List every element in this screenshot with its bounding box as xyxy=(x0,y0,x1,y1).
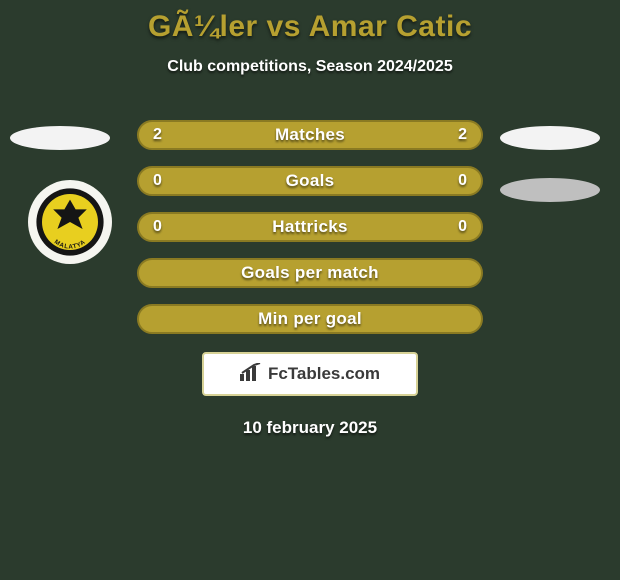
stat-right-value: 0 xyxy=(458,214,467,240)
stat-label: Matches xyxy=(275,125,345,145)
stat-row-goals: 0 Goals 0 xyxy=(137,166,483,196)
watermark-text: FcTables.com xyxy=(268,364,380,384)
player-right-placeholder-icon xyxy=(500,126,600,150)
stat-label: Goals per match xyxy=(241,263,379,283)
stat-row-min-per-goal: Min per goal xyxy=(137,304,483,334)
club-crest-icon: MALATYA xyxy=(35,187,105,257)
club-badge-left: MALATYA xyxy=(28,180,112,264)
stat-left-value: 0 xyxy=(153,168,162,194)
stat-label: Hattricks xyxy=(272,217,347,237)
watermark: FcTables.com xyxy=(202,352,418,396)
stat-left-value: 0 xyxy=(153,214,162,240)
stat-left-value: 2 xyxy=(153,122,162,148)
stat-right-value: 0 xyxy=(458,168,467,194)
stat-row-matches: 2 Matches 2 xyxy=(137,120,483,150)
page-title: GÃ¼ler vs Amar Catic xyxy=(0,0,620,44)
stat-row-hattricks: 0 Hattricks 0 xyxy=(137,212,483,242)
stat-row-goals-per-match: Goals per match xyxy=(137,258,483,288)
chart-icon xyxy=(240,363,262,386)
player-left-placeholder-icon xyxy=(10,126,110,150)
subtitle: Club competitions, Season 2024/2025 xyxy=(0,58,620,76)
date: 10 february 2025 xyxy=(0,418,620,438)
club-right-placeholder-icon xyxy=(500,178,600,202)
stat-label: Goals xyxy=(286,171,335,191)
stat-label: Min per goal xyxy=(258,309,362,329)
stat-right-value: 2 xyxy=(458,122,467,148)
